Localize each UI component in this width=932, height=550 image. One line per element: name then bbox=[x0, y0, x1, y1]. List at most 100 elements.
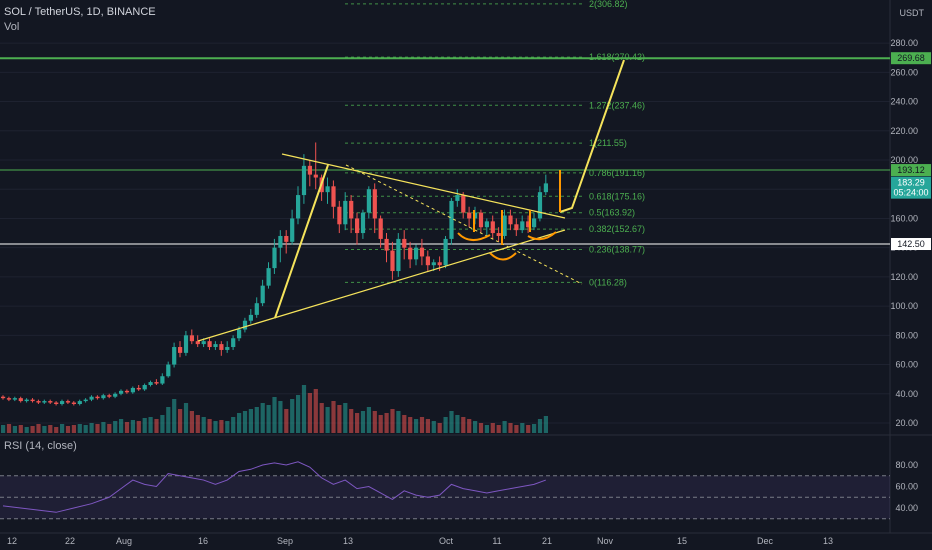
candle-body bbox=[266, 268, 271, 286]
candle-body bbox=[390, 250, 395, 272]
volume-bar bbox=[183, 403, 189, 433]
volume-bar bbox=[101, 422, 106, 433]
candle-body bbox=[366, 189, 371, 213]
price-badge-label: 193.12 bbox=[897, 165, 925, 175]
volume-bars bbox=[1, 385, 548, 433]
fib-label: 1(211.55) bbox=[589, 138, 627, 148]
candle-body bbox=[343, 200, 348, 225]
rsi-tick: 40.00 bbox=[895, 503, 918, 513]
candle-body bbox=[124, 390, 130, 393]
candle-body bbox=[520, 221, 525, 231]
candle-body bbox=[42, 401, 47, 403]
candle-body bbox=[402, 238, 407, 248]
candle-body bbox=[384, 238, 389, 251]
volume-bar bbox=[77, 424, 82, 433]
time-tick: 22 bbox=[65, 536, 75, 546]
price-badge-label: 05:24:00 bbox=[893, 188, 928, 198]
price-badge-label: 183.29 bbox=[897, 178, 925, 188]
volume-bar bbox=[83, 425, 88, 433]
candle-body bbox=[502, 215, 507, 236]
candle-body bbox=[425, 256, 430, 266]
candle-body bbox=[514, 224, 519, 231]
volume-bar bbox=[467, 419, 472, 433]
volume-bar bbox=[166, 407, 171, 433]
candle-body bbox=[254, 303, 259, 315]
fib-label: 0.786(191.16) bbox=[589, 168, 645, 178]
candle-body bbox=[484, 221, 489, 228]
volume-bar bbox=[461, 417, 466, 433]
fib-label: 2(306.82) bbox=[589, 0, 628, 9]
volume-bar bbox=[490, 423, 495, 433]
time-tick: Nov bbox=[597, 536, 614, 546]
candle-body bbox=[172, 347, 177, 365]
volume-bar bbox=[325, 407, 330, 433]
volume-bar bbox=[172, 399, 177, 433]
volume-bar bbox=[284, 409, 289, 433]
volume-bar bbox=[148, 417, 153, 433]
candle-body bbox=[107, 395, 112, 397]
volume-bar bbox=[107, 424, 112, 433]
price-tick: 160.00 bbox=[890, 213, 918, 223]
price-badge bbox=[891, 52, 931, 65]
candle-body bbox=[496, 233, 501, 236]
price-tick: 240.00 bbox=[890, 97, 918, 107]
candle-body bbox=[60, 401, 65, 405]
candle-body bbox=[142, 385, 147, 390]
candle-body bbox=[231, 338, 236, 348]
chart-grid bbox=[0, 0, 932, 534]
volume-bar bbox=[272, 397, 277, 433]
time-axis[interactable]: 12 22 Aug 16 Sep 13 Oct 11 21 Nov 15 Dec 13 bbox=[7, 536, 833, 546]
candle-body bbox=[307, 165, 312, 175]
candle-body bbox=[313, 174, 318, 178]
right-shoulder-arc bbox=[527, 231, 557, 241]
price-badge-label: 142.50 bbox=[897, 239, 925, 249]
price-badge bbox=[891, 186, 931, 199]
volume-bar bbox=[443, 417, 448, 433]
volume-bar bbox=[496, 425, 501, 433]
candle-body bbox=[178, 347, 183, 353]
candle-body bbox=[349, 200, 354, 219]
candle-body bbox=[408, 247, 413, 260]
fib-label: 0.236(138.77) bbox=[589, 244, 645, 254]
volume-bar bbox=[355, 413, 360, 433]
volume-bar bbox=[225, 421, 230, 433]
price-tick: 120.00 bbox=[890, 272, 918, 282]
price-badge bbox=[891, 238, 931, 251]
currency-label[interactable]: USDT bbox=[899, 8, 925, 18]
candle-body bbox=[136, 387, 141, 390]
rsi-tick: 60.00 bbox=[895, 482, 918, 492]
candle-body bbox=[6, 398, 12, 400]
volume-bar bbox=[301, 385, 307, 433]
volume-bar bbox=[473, 421, 478, 433]
volume-bar bbox=[237, 413, 242, 433]
volume-bar bbox=[254, 407, 259, 433]
candle-body bbox=[296, 195, 301, 219]
projection-line bbox=[559, 59, 625, 213]
volume-bar bbox=[437, 423, 442, 433]
candle-body bbox=[543, 183, 548, 193]
volume-bar bbox=[296, 395, 301, 433]
candle-body bbox=[360, 212, 366, 234]
price-tick: 100.00 bbox=[890, 301, 918, 311]
candle-body bbox=[130, 387, 135, 393]
candle-body bbox=[195, 341, 200, 345]
candle-body bbox=[372, 189, 377, 219]
candle-body bbox=[526, 221, 531, 228]
candle-body bbox=[490, 221, 495, 234]
symbol-title[interactable]: SOL / TetherUS, 1D, BINANCE bbox=[4, 6, 156, 18]
volume-label: Vol bbox=[4, 21, 20, 33]
candle-body bbox=[18, 398, 23, 402]
volume-bar bbox=[543, 416, 548, 433]
volume-bar bbox=[384, 413, 389, 433]
time-tick: Dec bbox=[757, 536, 774, 546]
volume-bar bbox=[360, 411, 366, 433]
volume-bar bbox=[260, 403, 265, 433]
candle-body bbox=[183, 335, 189, 353]
time-tick: 16 bbox=[198, 536, 208, 546]
volume-bar bbox=[331, 401, 336, 433]
volume-bar bbox=[189, 411, 194, 433]
volume-bar bbox=[396, 411, 401, 433]
price-tick: 220.00 bbox=[890, 126, 918, 136]
